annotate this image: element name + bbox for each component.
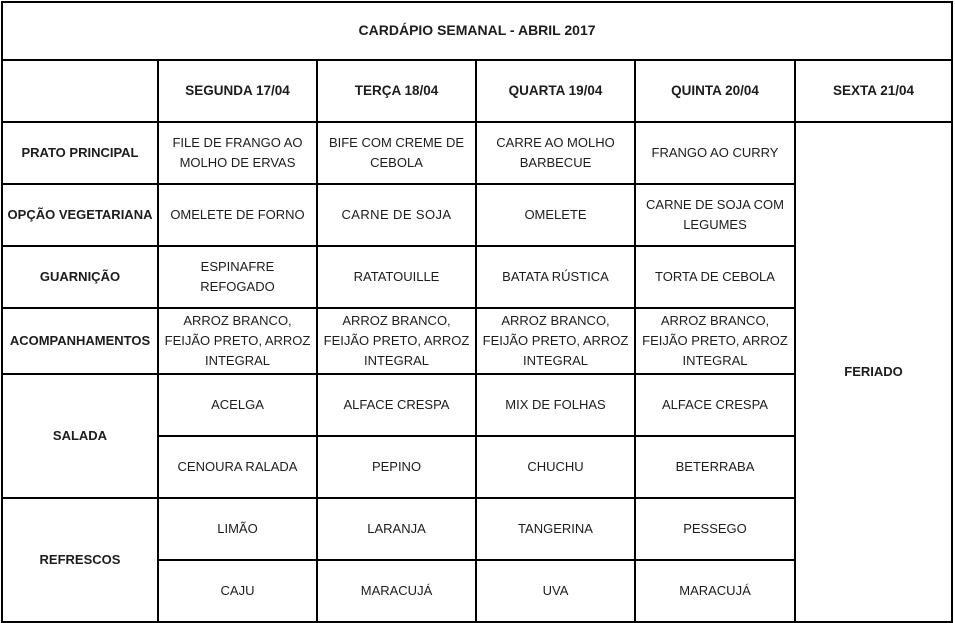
cell-refrescos1-terca: LARANJA [316, 497, 477, 562]
cell-salada1-terca: ALFACE CRESPA [316, 373, 477, 438]
row-opcao-vegetariana: OPÇÃO VEGETARIANA OMELETE DE FORNO CARNE… [1, 183, 952, 247]
cell-refrescos2-quarta: UVA [475, 559, 636, 623]
cell-guarnicao-segunda: ESPINAFRE REFOGADO [157, 245, 318, 309]
cell-acompanhamentos-quarta: ARROZ BRANCO, FEIJÃO PRETO, ARROZ INTEGR… [475, 306, 636, 376]
row-guarnicao: GUARNIÇÃO ESPINAFRE REFOGADO RATATOUILLE… [1, 245, 952, 309]
cell-salada1-quinta: ALFACE CRESPA [634, 373, 796, 438]
cell-refrescos2-terca: MARACUJÁ [316, 559, 477, 623]
row-label-acompanhamentos: ACOMPANHAMENTOS [1, 306, 159, 376]
title-row: CARDÁPIO SEMANAL - ABRIL 2017 [0, 1, 954, 61]
cell-salada1-quarta: MIX DE FOLHAS [475, 373, 636, 438]
cell-vegetariana-terca: CARNE DE SOJA [316, 183, 477, 247]
cell-salada2-quarta: CHUCHU [475, 435, 636, 500]
row-label-refrescos: REFRESCOS [1, 497, 159, 623]
cell-refrescos1-quinta: PESSEGO [634, 497, 796, 562]
row-acompanhamentos: ACOMPANHAMENTOS ARROZ BRANCO, FEIJÃO PRE… [1, 306, 952, 376]
cell-acompanhamentos-quinta: ARROZ BRANCO, FEIJÃO PRETO, ARROZ INTEGR… [634, 306, 796, 376]
row-label-opcao-vegetariana: OPÇÃO VEGETARIANA [1, 183, 159, 247]
cell-acompanhamentos-segunda: ARROZ BRANCO, FEIJÃO PRETO, ARROZ INTEGR… [157, 306, 318, 376]
cell-prato-quarta: CARRE AO MOLHO BARBECUE [475, 121, 636, 185]
cell-vegetariana-quarta: OMELETE [475, 183, 636, 247]
cell-salada1-segunda: ACELGA [157, 373, 318, 438]
row-label-prato-principal: PRATO PRINCIPAL [1, 121, 159, 185]
cell-salada2-segunda: CENOURA RALADA [157, 435, 318, 500]
cell-guarnicao-quarta: BATATA RÚSTICA [475, 245, 636, 309]
cell-prato-quinta: FRANGO AO CURRY [634, 121, 796, 185]
cell-salada2-quinta: BETERRABA [634, 435, 796, 500]
header-segunda: SEGUNDA 17/04 [157, 59, 318, 123]
holiday-cell: FERIADO [793, 120, 954, 623]
cell-prato-segunda: FILE DE FRANGO AO MOLHO DE ERVAS [157, 121, 318, 185]
cell-guarnicao-terca: RATATOUILLE [316, 245, 477, 309]
cell-prato-terca: BIFE COM CREME DE CEBOLA [316, 121, 477, 185]
row-prato-principal: PRATO PRINCIPAL FILE DE FRANGO AO MOLHO … [1, 120, 954, 623]
header-row: SEGUNDA 17/04 TERÇA 18/04 QUARTA 19/04 Q… [1, 59, 954, 123]
row-label-salada: SALADA [1, 373, 159, 500]
header-empty [1, 59, 159, 123]
cell-refrescos1-quarta: TANGERINA [475, 497, 636, 562]
cell-vegetariana-quinta: CARNE DE SOJA COM LEGUMES [634, 183, 796, 247]
document-title: CARDÁPIO SEMANAL - ABRIL 2017 [0, 1, 954, 61]
row-salada-1: SALADA ACELGA ALFACE CRESPA MIX DE FOLHA… [1, 373, 952, 500]
cell-vegetariana-segunda: OMELETE DE FORNO [157, 183, 318, 247]
row-refrescos-1: REFRESCOS LIMÃO LARANJA TANGERINA PESSEG… [1, 497, 952, 623]
header-sexta: SEXTA 21/04 [793, 59, 954, 123]
cell-refrescos2-quinta: MARACUJÁ [634, 559, 796, 623]
cell-salada2-terca: PEPINO [316, 435, 477, 500]
cell-refrescos2-segunda: CAJU [157, 559, 318, 623]
cell-acompanhamentos-terca: ARROZ BRANCO, FEIJÃO PRETO, ARROZ INTEGR… [316, 306, 477, 376]
row-label-guarnicao: GUARNIÇÃO [1, 245, 159, 309]
header-quarta: QUARTA 19/04 [475, 59, 636, 123]
cell-guarnicao-quinta: TORTA DE CEBOLA [634, 245, 796, 309]
header-quinta: QUINTA 20/04 [634, 59, 796, 123]
row-salada-2: CENOURA RALADA PEPINO CHUCHU BETERRABA [2, 435, 952, 500]
header-terca: TERÇA 18/04 [316, 59, 477, 123]
cell-refrescos1-segunda: LIMÃO [157, 497, 318, 562]
